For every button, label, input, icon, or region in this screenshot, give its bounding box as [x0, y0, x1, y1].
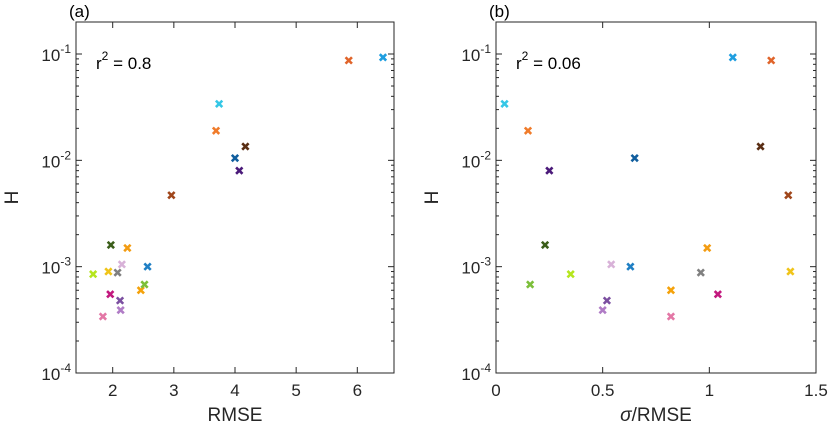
data-point-marker — [607, 260, 616, 269]
x-tick-label: 0.5 — [591, 381, 615, 400]
y-tick-label: 10-1 — [461, 42, 491, 65]
x-tick-label: 3 — [169, 381, 178, 400]
y-tick-label: 10-4 — [41, 361, 71, 384]
y-tick-label: 10-2 — [41, 148, 71, 171]
data-point-marker — [89, 270, 98, 279]
panel-label: (b) — [489, 2, 510, 21]
data-point-marker — [106, 290, 115, 299]
data-point-marker — [230, 153, 240, 163]
y-tick-label: 10-3 — [461, 255, 491, 278]
data-point-marker — [211, 126, 221, 135]
data-point-marker — [241, 142, 250, 151]
data-point-marker — [566, 270, 575, 279]
data-point-marker — [540, 240, 550, 250]
y-axis-label: H — [2, 191, 23, 205]
data-point-marker — [602, 296, 612, 305]
data-point-marker — [728, 53, 737, 62]
chart-panel-b: 10-4 10-3 10-2 10-1 0 0.5 1 1.5 σ/RMSE H (b) r2 = 0… — [422, 2, 828, 426]
y-tick-label: 10-1 — [41, 42, 71, 65]
data-point-marker — [713, 290, 722, 299]
data-point-marker — [626, 262, 635, 271]
x-tick-label: 4 — [230, 381, 239, 400]
data-point-marker — [140, 280, 149, 289]
data-point-marker — [136, 286, 145, 295]
x-tick-label: 0 — [491, 381, 500, 400]
data-point-marker — [117, 260, 126, 269]
data-point-marker — [115, 296, 125, 305]
data-point-marker — [113, 268, 122, 277]
data-point-marker — [526, 280, 535, 289]
data-point-marker — [666, 286, 676, 295]
y-tick-label: 10-4 — [461, 361, 491, 384]
data-point-marker — [500, 99, 509, 108]
panel-label: (a) — [69, 2, 90, 21]
data-point-marker — [98, 312, 108, 321]
data-point-marker — [630, 153, 639, 163]
data-point-marker — [167, 191, 176, 200]
x-axis-label: RMSE — [208, 405, 263, 426]
data-point-marker — [784, 191, 793, 200]
plot-area-frame — [75, 21, 395, 374]
x-axis-label: σ/RMSE — [620, 405, 692, 426]
data-point-marker — [545, 166, 554, 175]
data-point-marker — [235, 166, 244, 175]
data-point-marker — [786, 267, 795, 276]
data-point-marker — [598, 306, 607, 315]
x-tick-label: 1.5 — [804, 381, 828, 400]
data-point-marker — [523, 126, 533, 135]
data-point-marker — [123, 243, 132, 253]
data-point-marker — [666, 312, 676, 321]
data-point-marker — [756, 142, 765, 151]
data-point-marker — [696, 268, 705, 277]
x-tick-label: 6 — [353, 381, 362, 400]
y-tick-label: 10-3 — [41, 255, 71, 278]
x-tick-label: 1 — [705, 381, 714, 400]
data-point-marker — [344, 56, 353, 65]
x-tick-label: 5 — [291, 381, 300, 400]
y-tick-label: 10-2 — [461, 148, 491, 171]
data-point-marker — [104, 267, 113, 276]
data-point-marker — [378, 53, 388, 62]
plot-area-frame — [495, 21, 817, 374]
r-squared-annotation: r2 = 0.06 — [516, 49, 581, 73]
x-tick-label: 2 — [108, 381, 117, 400]
chart-panel-a: 10-4 10-3 10-2 10-1 2 3 4 5 6 RMSE H (a) r2 = 0.8 — [2, 2, 395, 426]
data-point-marker — [703, 243, 712, 253]
y-axis-label: H — [422, 191, 443, 205]
r-squared-annotation: r2 = 0.8 — [96, 49, 151, 73]
data-point-marker — [767, 56, 776, 65]
data-point-marker — [106, 240, 115, 250]
data-point-marker — [214, 99, 224, 108]
data-point-marker — [143, 262, 152, 271]
data-point-marker — [116, 306, 125, 315]
